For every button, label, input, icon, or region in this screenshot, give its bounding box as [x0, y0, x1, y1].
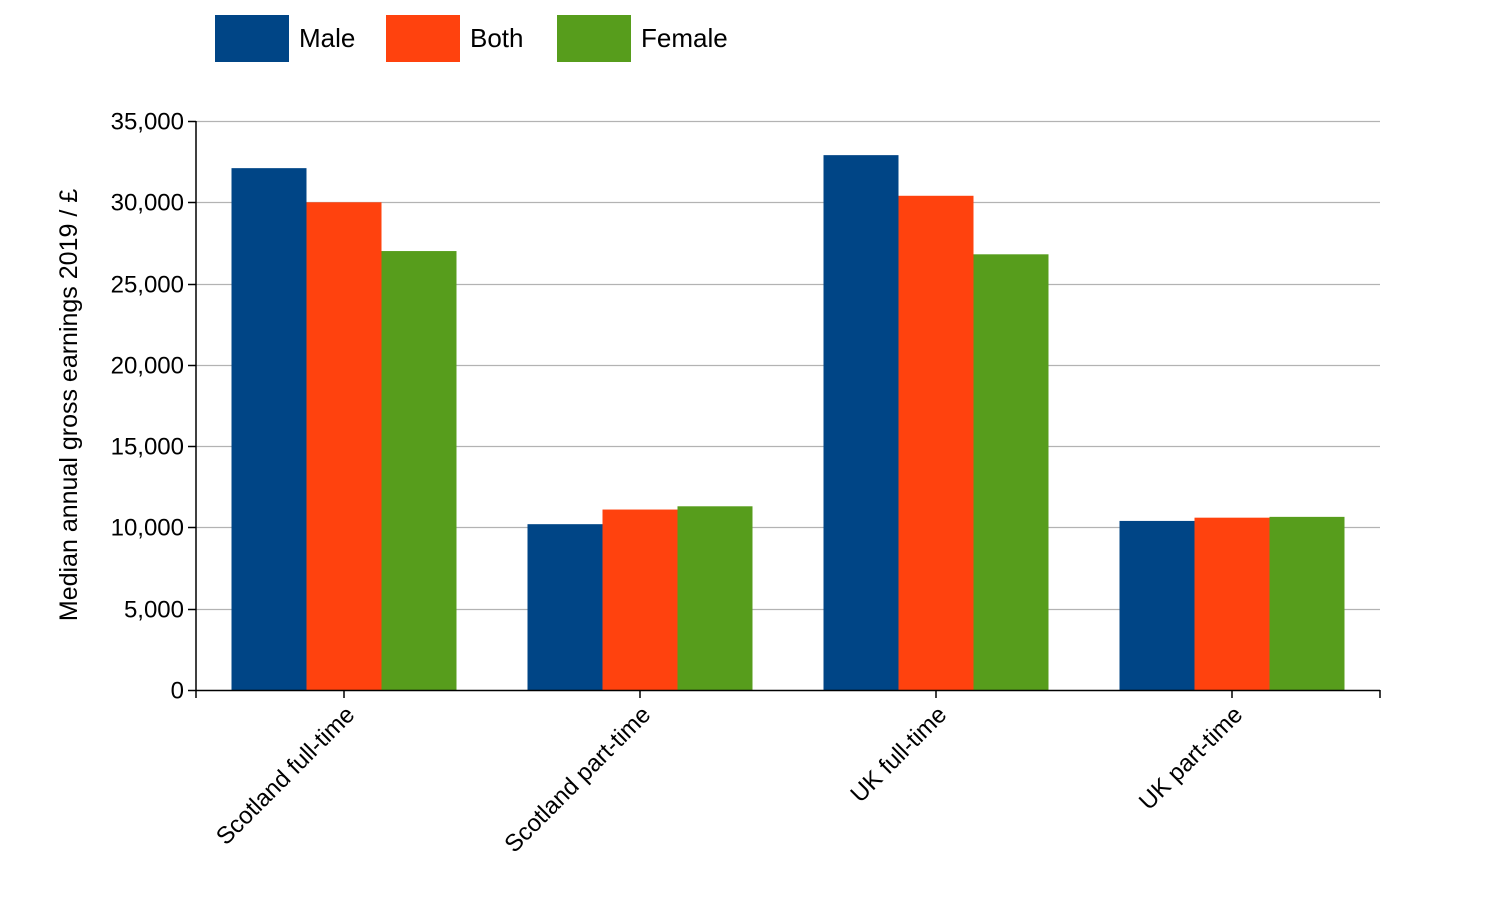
bar-male-2 [823, 155, 899, 690]
legend-label: Female [641, 23, 728, 53]
y-tick-label: 5,000 [124, 597, 184, 624]
bars [231, 155, 1345, 691]
x-tick-label: UK full-time [845, 701, 952, 808]
bar-male-1 [527, 524, 603, 690]
bar-male-3 [1119, 520, 1195, 690]
y-tick-label: 20,000 [111, 353, 184, 380]
legend: Male Both Female [215, 15, 728, 62]
bar-female-0 [381, 251, 457, 691]
bar-both-1 [602, 509, 678, 690]
y-tick-label: 25,000 [111, 272, 184, 299]
legend-swatch-both [386, 15, 460, 62]
bar-male-0 [231, 168, 307, 690]
y-axis-title: Median annual gross earnings 2019 / £ [55, 189, 83, 621]
bar-female-2 [973, 254, 1049, 690]
legend-label: Both [470, 23, 524, 53]
bar-female-1 [677, 506, 753, 690]
y-tick-label: 10,000 [111, 515, 184, 542]
legend-swatch-female [557, 15, 631, 62]
bar-both-2 [898, 195, 974, 691]
x-tick-label: Scotland full-time [211, 701, 360, 850]
x-tick-labels: Scotland full-time Scotland part-time UK f… [211, 701, 1248, 858]
x-tick-label: Scotland part-time [499, 701, 656, 858]
legend-label: Male [299, 23, 355, 53]
bar-both-0 [306, 202, 382, 691]
bar-both-3 [1194, 517, 1270, 690]
x-tick-label: UK part-time [1134, 701, 1248, 815]
y-tick-label: 15,000 [111, 434, 184, 461]
axes [188, 120, 1381, 698]
bar-female-3 [1269, 516, 1345, 690]
y-tick-label: 0 [171, 678, 184, 705]
y-tick-label: 30,000 [111, 190, 184, 217]
y-tick-label: 35,000 [111, 109, 184, 136]
legend-swatch-male [215, 15, 289, 62]
y-tick-labels: 0 5,000 10,000 15,000 20,000 25,000 30,000 35,0… [111, 109, 184, 705]
